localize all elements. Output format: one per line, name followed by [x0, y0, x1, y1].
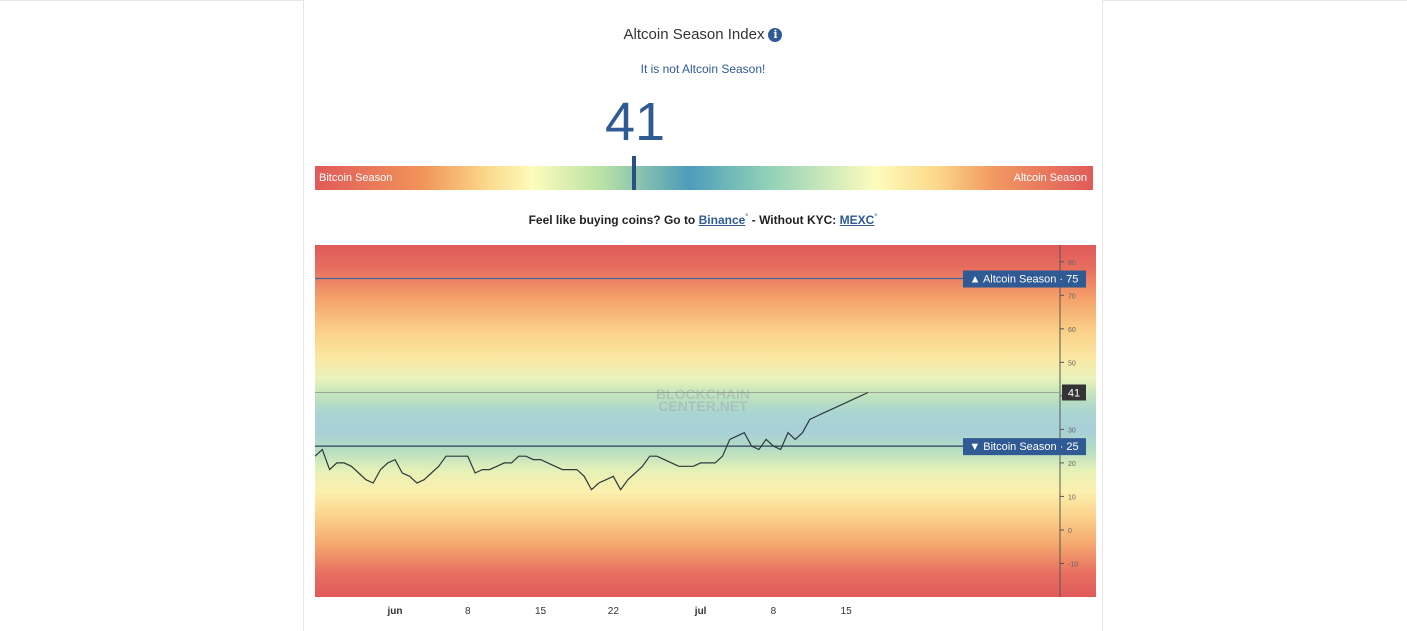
x-ticks: jun 8 15 22 jul 8 15	[387, 606, 853, 617]
y-tick-label: 0	[1068, 528, 1072, 535]
gauge-bitcoin-label: Bitcoin Season	[319, 172, 393, 184]
y-tick-label: 80	[1068, 260, 1076, 267]
page-title: Altcoin Season Index i	[304, 26, 1102, 43]
season-gauge: Bitcoin Season Altcoin Season	[315, 166, 1093, 190]
index-series-line	[314, 391, 869, 491]
x-tick-label: 15	[535, 606, 547, 617]
y-tick-label: 70	[1068, 293, 1076, 300]
index-value: 41	[604, 92, 666, 152]
binance-link[interactable]: Binance	[698, 213, 746, 227]
reference-tag-label: ▲ Altcoin Season · 75	[970, 274, 1079, 286]
current-value-tag-text: 41	[1068, 388, 1080, 400]
gauge-marker	[631, 156, 636, 190]
index-panel: Altcoin Season Index i It is not Altcoin …	[303, 0, 1103, 631]
x-tick-label: jun	[387, 606, 403, 617]
current-value-tag-bg	[1062, 384, 1086, 401]
y-tick-label: 60	[1068, 327, 1076, 334]
y-tick-label: 20	[1068, 461, 1076, 468]
x-tick-label: jul	[694, 606, 707, 617]
x-axis-background	[315, 597, 1096, 625]
x-tick-label: 15	[841, 606, 853, 617]
binance-mark: *	[745, 212, 749, 221]
watermark-line-1: BLOCKCHAIN	[656, 386, 750, 402]
y-tick-label: -10	[1068, 561, 1078, 568]
title-text: Altcoin Season Index	[623, 26, 765, 43]
x-tick-label: 8	[771, 606, 777, 617]
x-tick-label: 8	[465, 606, 471, 617]
current-value-tag: 41	[1062, 384, 1086, 401]
mexc-mark: *	[874, 212, 878, 221]
season-status: It is not Altcoin Season!	[640, 62, 766, 76]
reference-tag-bg	[963, 270, 1086, 288]
reference-tag-bg	[963, 438, 1086, 456]
plot-background	[315, 245, 1096, 597]
reference-lines: ▲ Altcoin Season · 75 ▼ Bitcoin Season · …	[315, 270, 1086, 456]
reference-tag-label: ▼ Bitcoin Season · 25	[969, 441, 1078, 453]
watermark-line-2: CENTER.NET	[658, 398, 748, 414]
y-tick-label: 50	[1068, 360, 1076, 367]
mexc-link[interactable]: MEXC	[839, 213, 875, 227]
info-icon[interactable]: i	[768, 28, 783, 42]
cta-prefix: Feel like buying coins? Go to	[528, 213, 699, 227]
gauge-altcoin-label: Altcoin Season	[1013, 172, 1087, 184]
y-tick-label: 10	[1068, 494, 1076, 501]
cta-middle: - Without KYC:	[748, 213, 840, 227]
cta-text: Feel like buying coins? Go to Binance* -…	[304, 212, 1102, 227]
x-tick-label: 22	[608, 606, 620, 617]
y-tick-label: 30	[1068, 427, 1076, 434]
